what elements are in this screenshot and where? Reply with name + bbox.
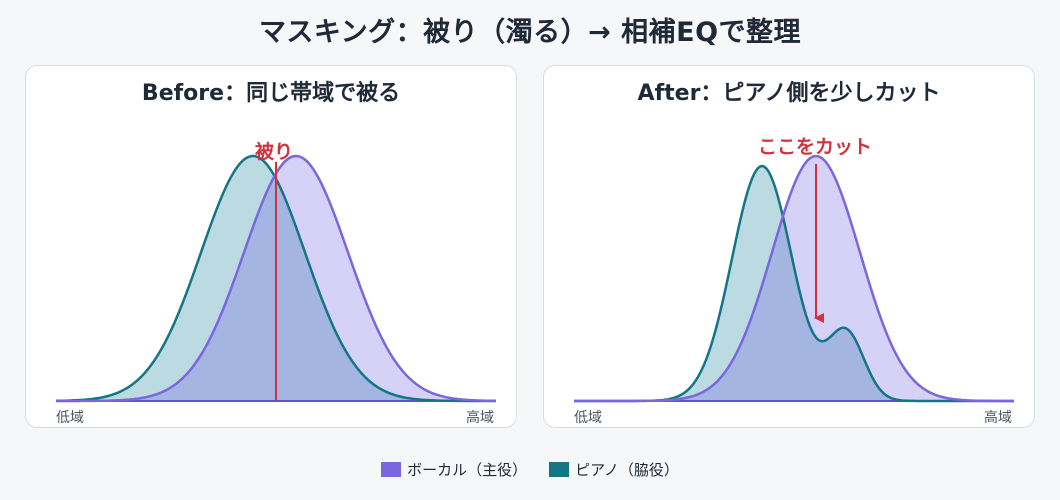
vocal-swatch [381,462,402,477]
overlap-annotation: 被り [255,140,293,163]
piano-swatch [549,462,570,477]
legend-label-piano: ピアノ（脇役） [575,461,679,479]
vocal-curve-line [574,154,1014,403]
cut-annotation: ここをカット [758,136,872,158]
after-diagram: ここをカット 低域 高域 [574,136,1014,426]
axis-high-label: 高域 [984,409,1012,426]
legend: ボーカル（主役） ピアノ（脇役） [0,459,1060,480]
axis-high-label: 高域 [466,409,494,426]
overlap-area [574,219,1014,401]
legend-item-vocal: ボーカル（主役） [381,459,527,480]
page-title: マスキング：被り（濁る）→ 相補EQで整理 [258,17,802,48]
after-panel-title: After：ピアノ側を少しカット [637,81,941,106]
before-panel-title: Before：同じ帯域で被る [141,81,401,106]
axis-low-label: 低域 [56,410,84,426]
after-panel: After：ピアノ側を少しカット ここをカット 低域 高域 [543,65,1035,428]
axis-low-label: 低域 [574,410,602,426]
legend-label-vocal: ボーカル（主役） [407,461,528,479]
before-diagram: 被り 低域 高域 [56,140,496,426]
legend-item-piano: ピアノ（脇役） [549,459,679,480]
before-panel: Before：同じ帯域で被る 被り 低域 高域 [25,65,517,428]
